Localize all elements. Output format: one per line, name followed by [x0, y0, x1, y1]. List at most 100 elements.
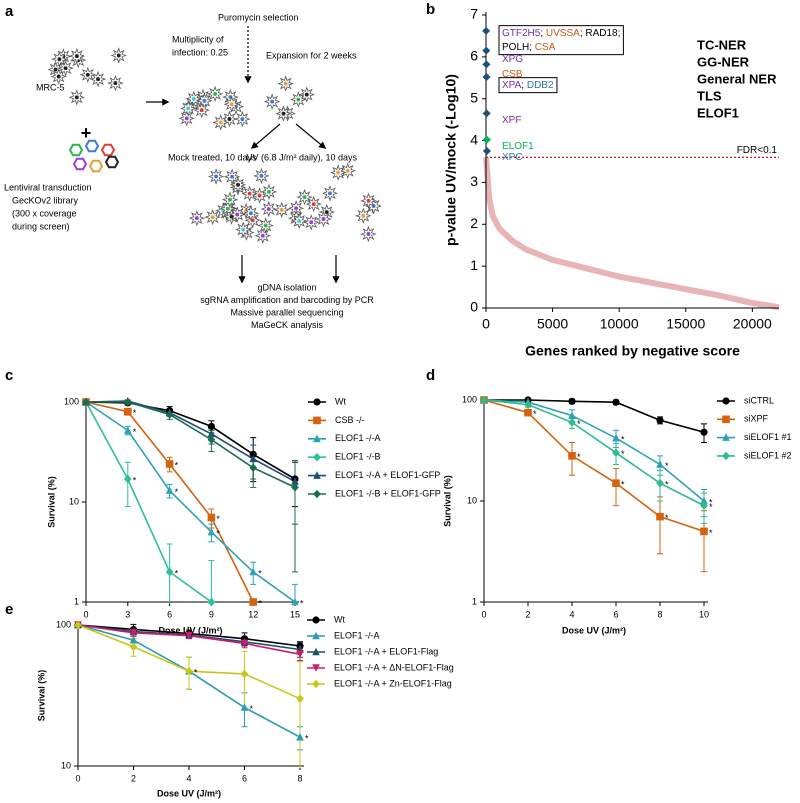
cell-nucleus [248, 211, 253, 216]
data-point [612, 433, 620, 442]
cell-nucleus [294, 206, 299, 211]
cell-nucleus [116, 53, 121, 58]
data-point [249, 454, 257, 463]
legend-label: ELOF1 -/-A + Zn-ELOF1-Flag [334, 678, 452, 688]
expansion-text: Expansion for 2 weeks [266, 50, 357, 60]
gene-label-text: XPF [502, 115, 521, 126]
data-point [207, 429, 216, 438]
legend-label: siXPF [744, 414, 769, 424]
legend-label: GG-NER [697, 54, 750, 69]
transduction-text: during screen) [12, 221, 70, 231]
gene-point [482, 135, 491, 144]
cell-nucleus [63, 66, 68, 71]
legend-label: ELOF1 -/-A + ELOF1-GFP [335, 470, 440, 480]
panel-label: c [5, 367, 13, 384]
cell-nucleus [229, 102, 234, 107]
data-point [207, 513, 216, 522]
significance-mark: * [258, 598, 262, 608]
data-point [612, 398, 620, 406]
error-bar [166, 543, 173, 604]
error-bar [292, 583, 298, 604]
gene-label: GTF2H5; UVSSA; RAD18; POLH; CSA [498, 25, 624, 56]
data-point [129, 635, 138, 644]
cell-nucleus [225, 206, 230, 211]
legend-marker [312, 631, 320, 640]
cell-nucleus [57, 57, 62, 62]
panel-label: b [426, 1, 435, 18]
cell-nucleus [283, 81, 288, 86]
significance-mark: * [133, 427, 137, 437]
data-point [207, 527, 216, 536]
cell-nucleus [74, 95, 79, 100]
data-point [700, 428, 708, 436]
gene-label-text: CSB [502, 69, 523, 80]
gene-label: XPC [502, 152, 523, 163]
plus-sign: + [81, 123, 92, 143]
legend-label: Wt [334, 614, 345, 624]
y-tick-label: 1 [470, 257, 478, 273]
significance-mark: * [300, 598, 304, 608]
data-point [240, 639, 249, 648]
x-tick-label: 15000 [666, 316, 705, 332]
legend-marker [722, 451, 730, 461]
step-text: MaGeCK analysis [251, 320, 324, 330]
x-tick-label: 0 [83, 609, 88, 619]
significance-mark: * [533, 409, 537, 419]
data-point [568, 411, 576, 419]
x-axis-label: Dose UV (J/m²) [562, 625, 626, 635]
data-point [165, 410, 174, 419]
significance-mark: * [709, 502, 713, 512]
significance-mark: * [709, 497, 713, 507]
gene-name: XPC [502, 152, 523, 163]
plot-area [483, 398, 707, 573]
legend-label: General NER [697, 71, 777, 86]
data-point [74, 620, 82, 630]
legend-label: siELOF1 #1 [744, 432, 792, 442]
gene-label-text: GTF2H5; UVSSA; RAD18; [502, 28, 620, 39]
gene-name: ; [540, 28, 546, 39]
y-tick-label: 6 [470, 48, 478, 64]
gene-name: ; RAD18; [580, 28, 621, 39]
gene-point [482, 26, 491, 35]
panel-label: d [426, 367, 435, 384]
significance-mark: * [216, 514, 220, 524]
x-tick-label: 2 [525, 609, 530, 619]
data-point [207, 422, 215, 431]
data-point [249, 598, 257, 606]
cell-nucleus [186, 106, 191, 111]
cell-nucleus [213, 91, 218, 96]
data-point [524, 400, 532, 409]
y-tick-label: 1 [472, 596, 477, 606]
x-tick-label: 5000 [537, 316, 568, 332]
gene-name: XPF [502, 115, 521, 126]
gene-point [482, 46, 491, 55]
panel-label: a [5, 3, 14, 20]
cell-nucleus [74, 54, 79, 59]
significance-mark: * [133, 475, 137, 485]
significance-mark: * [709, 528, 713, 538]
cell-nucleus [328, 191, 332, 196]
y-tick-label: 7 [470, 6, 478, 22]
cell-nucleus [199, 108, 204, 113]
legend-label: ELOF1 -/-A + ELOF1-Flag [334, 646, 438, 656]
significance-mark: * [305, 734, 309, 744]
gene-label-text: XPC [502, 152, 523, 163]
cell-nucleus [279, 207, 284, 212]
data-point [291, 483, 299, 492]
cell-nucleus [235, 212, 240, 217]
error-bar [208, 560, 215, 604]
gene-name: UVSSA [546, 28, 580, 39]
gene-name: ; [529, 42, 535, 53]
library-virus [88, 159, 104, 173]
cell-nucleus [259, 173, 264, 178]
data-point [249, 567, 257, 576]
library-virus [68, 143, 84, 157]
data-point [240, 669, 249, 679]
y-tick-label: 5 [470, 89, 478, 105]
x-tick-label: 0 [75, 773, 80, 783]
legend-label: siELOF1 #2 [744, 450, 792, 460]
legend-marker [722, 397, 730, 405]
y-tick-label: 2 [470, 215, 478, 231]
legend-label: CSB -/- [335, 415, 365, 425]
gene-name: XPG [502, 54, 523, 65]
